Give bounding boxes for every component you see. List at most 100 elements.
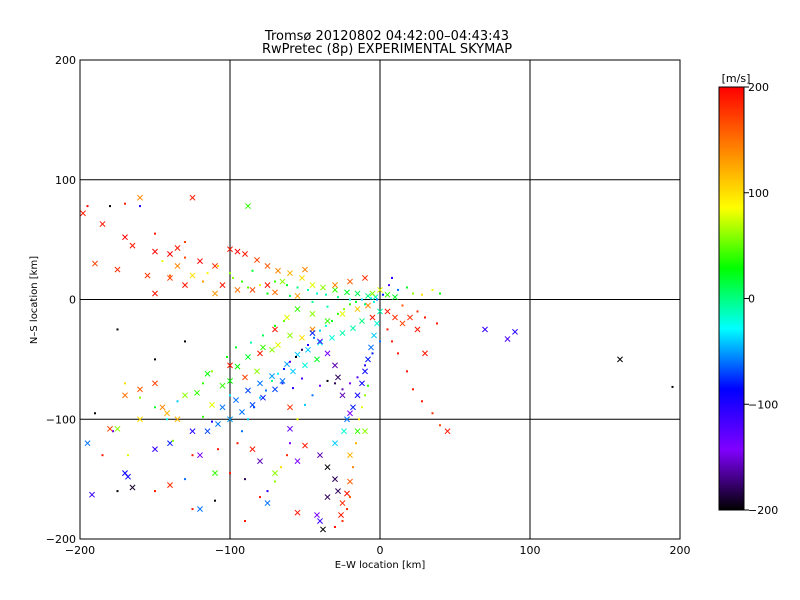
data-point-x xyxy=(344,289,350,296)
x-tick-label: −100 xyxy=(215,544,245,557)
data-point-x xyxy=(114,266,121,273)
data-point-x xyxy=(359,318,365,325)
data-point-x xyxy=(294,458,301,465)
data-point-x xyxy=(324,464,331,471)
data-point-x xyxy=(365,302,371,309)
data-point-dot xyxy=(358,418,360,421)
data-point-x xyxy=(89,491,95,498)
data-point-dot xyxy=(424,316,426,319)
data-point-x xyxy=(167,251,173,257)
data-point-dot xyxy=(431,288,434,291)
data-point-dot xyxy=(274,280,276,283)
data-point-dot xyxy=(319,384,321,387)
data-point-x xyxy=(284,361,290,368)
data-point-dot xyxy=(326,305,329,308)
data-point-x xyxy=(374,320,380,327)
data-point-dot xyxy=(356,376,359,379)
plot-frame xyxy=(79,59,681,540)
data-point-dot xyxy=(161,260,164,263)
data-point-x xyxy=(144,272,151,279)
data-point-x xyxy=(204,428,211,435)
data-point-dot xyxy=(292,387,294,390)
data-point-x xyxy=(344,416,350,423)
data-point-dot xyxy=(241,280,243,283)
data-point-x xyxy=(317,338,323,345)
data-point-x xyxy=(194,389,200,396)
data-point-dot xyxy=(127,454,129,457)
data-point-dot xyxy=(286,454,288,457)
data-point-x xyxy=(174,263,181,269)
data-point-dot xyxy=(289,442,291,445)
data-point-dot xyxy=(184,340,186,343)
data-point-dot xyxy=(226,355,228,358)
data-point-dot xyxy=(341,388,344,391)
data-point-dot xyxy=(206,272,209,275)
data-point-dot xyxy=(370,297,372,300)
y-tick-label: 200 xyxy=(55,54,76,67)
chart-title: Tromsø 20120802 04:42:00–04:43:43 xyxy=(264,29,509,44)
data-point-x xyxy=(302,442,308,449)
data-point-dot xyxy=(343,308,345,311)
data-point-dot xyxy=(319,329,321,332)
data-point-x xyxy=(347,452,353,459)
data-point-dot xyxy=(301,377,303,380)
data-point-x xyxy=(359,380,365,387)
y-axis: −200 −100 0 100 200 xyxy=(46,54,76,546)
data-point-x xyxy=(272,470,278,477)
data-point-dot xyxy=(311,300,314,303)
data-point-x xyxy=(332,440,338,447)
data-point-x xyxy=(354,290,361,297)
data-point-x xyxy=(137,386,143,393)
data-point-x xyxy=(204,370,211,377)
data-point-dot xyxy=(217,448,219,451)
data-point-x xyxy=(317,339,323,346)
y-tick-label: −200 xyxy=(46,533,76,546)
data-point-x xyxy=(152,380,158,387)
data-point-x xyxy=(392,294,398,301)
data-point-dot xyxy=(116,490,119,493)
data-point-dot xyxy=(202,382,204,385)
data-point-x xyxy=(305,346,311,353)
data-point-x xyxy=(339,392,346,399)
data-point-dot xyxy=(251,269,254,272)
data-point-dot xyxy=(367,384,369,387)
data-point-x xyxy=(264,263,271,269)
data-point-dot xyxy=(214,499,216,502)
data-point-dot xyxy=(406,286,408,289)
data-point-x xyxy=(422,350,428,357)
data-point-dot xyxy=(412,388,414,391)
data-point-x xyxy=(182,282,188,289)
data-point-x xyxy=(362,428,368,435)
data-point-dot xyxy=(313,336,315,339)
data-point-x xyxy=(114,425,121,432)
data-point-x xyxy=(167,482,173,489)
data-point-x xyxy=(332,362,338,369)
data-point-x xyxy=(338,512,344,519)
data-point-dot xyxy=(271,379,273,382)
data-point-x xyxy=(260,394,266,401)
data-point-x xyxy=(332,282,338,289)
data-point-dot xyxy=(355,442,357,445)
y-tick-label: 100 xyxy=(55,174,76,187)
colorbar-tick-label: 0 xyxy=(748,293,755,306)
data-point-x xyxy=(269,373,275,380)
data-point-dot xyxy=(671,385,674,388)
data-point-dot xyxy=(154,406,156,409)
data-point-dot xyxy=(349,303,351,306)
data-point-dot xyxy=(274,480,276,483)
data-point-dot xyxy=(373,300,375,303)
data-points xyxy=(80,194,674,533)
data-point-x xyxy=(212,470,218,477)
data-point-x xyxy=(212,290,218,297)
data-point-x xyxy=(369,290,376,297)
data-point-x xyxy=(354,306,361,313)
data-point-dot xyxy=(421,293,423,296)
data-point-x xyxy=(365,356,371,363)
data-point-dot xyxy=(229,272,231,275)
data-point-x xyxy=(329,334,335,341)
data-point-x xyxy=(245,387,251,394)
data-point-x xyxy=(257,380,263,387)
data-point-dot xyxy=(172,439,174,442)
data-point-x xyxy=(257,458,263,465)
data-point-x xyxy=(368,344,374,351)
